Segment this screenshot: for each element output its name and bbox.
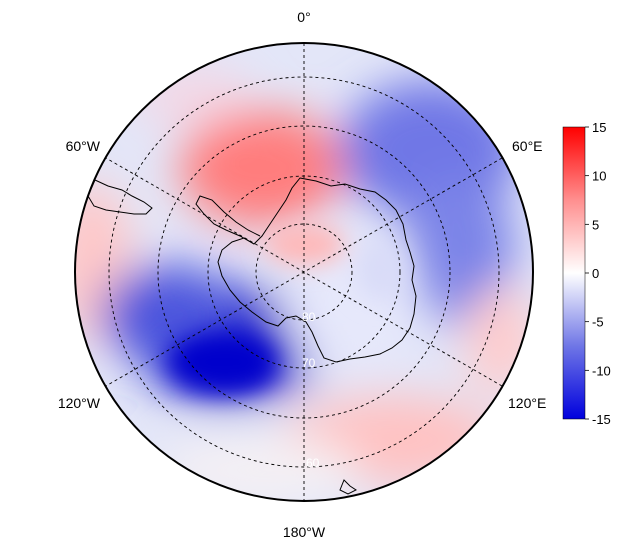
meridian-120e-60w <box>105 157 503 387</box>
colorbar-tick-label: -5 <box>592 315 604 330</box>
lat-label-70: 70 <box>302 356 316 370</box>
lon-label-0: 0° <box>297 9 310 25</box>
colorbar-tick-label: 5 <box>592 217 599 232</box>
positive-anomaly-south-atlantic <box>180 110 344 226</box>
colorbar-ticks: 15 10 5 0 -5 -10 -15 <box>585 120 611 427</box>
lon-label-60e: 60°E <box>512 138 543 154</box>
lon-label-120e: 120°E <box>508 395 546 411</box>
antarctica-coastline <box>217 177 417 363</box>
lat-label-60: 60 <box>306 456 320 470</box>
lon-label-60w: 60°W <box>66 138 101 154</box>
colorbar-gradient <box>562 126 586 420</box>
graticule <box>105 43 503 501</box>
lon-label-120w: 120°W <box>58 395 101 411</box>
lat-label-80: 80 <box>302 310 316 324</box>
lon-label-180w: 180°W <box>283 524 326 540</box>
anomaly-field <box>75 43 533 501</box>
negative-anomaly-east <box>405 175 515 325</box>
coastlines <box>87 177 417 495</box>
new-zealand-coastline <box>339 479 357 495</box>
colorbar-tick-label: 10 <box>592 169 606 184</box>
colorbar-tick-label: -15 <box>592 412 611 427</box>
colorbar-tick-label: 0 <box>592 266 599 281</box>
colorbar-tick-label: -10 <box>592 363 611 378</box>
colorbar: 15 10 5 0 -5 -10 -15 <box>562 120 611 427</box>
map-boundary <box>74 42 534 502</box>
lat-circle-80 <box>255 223 353 321</box>
south-america-coastline <box>87 179 153 215</box>
positive-anomaly-southeast <box>465 285 533 395</box>
colorbar-tick-label: 15 <box>592 120 606 135</box>
antarctic-peninsula-coastline <box>195 195 261 245</box>
lat-circle-50 <box>108 76 500 468</box>
